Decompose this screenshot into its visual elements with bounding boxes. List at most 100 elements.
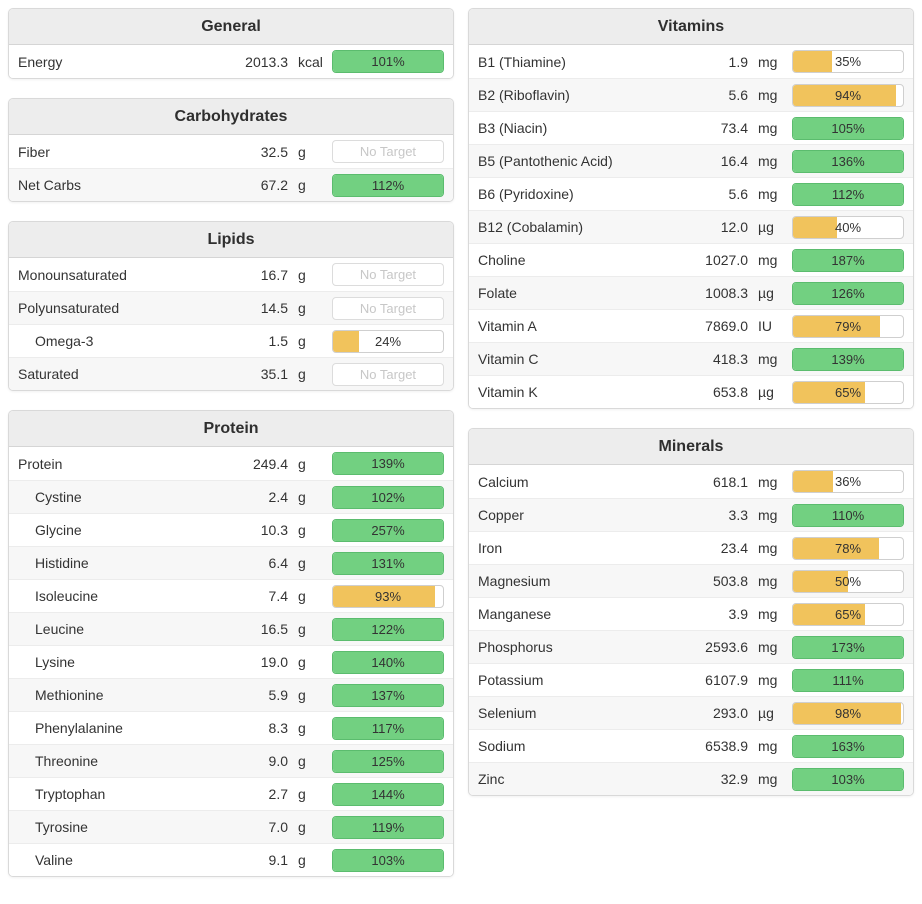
progress-bar: 139% [332,452,444,475]
nutrient-row-vitamin-k[interactable]: Vitamin K 653.8 µg 65% [469,375,913,408]
nutrient-name: Vitamin K [478,384,538,400]
panel-title-protein: Protein [9,411,453,447]
nutrient-row-choline[interactable]: Choline 1027.0 mg 187% [469,243,913,276]
nutrient-row-folate[interactable]: Folate 1008.3 µg 126% [469,276,913,309]
panel-minerals: Minerals Calcium 618.1 mg 36% Copper 3.3 mg 110%… [468,428,914,796]
nutrient-name: Choline [478,252,526,268]
nutrient-name: Vitamin C [478,351,539,367]
nutrient-row-manganese[interactable]: Manganese 3.9 mg 65% [469,597,913,630]
nutrient-row-lysine[interactable]: Lysine 19.0 g 140% [9,645,453,678]
nutrient-name: Vitamin A [478,318,537,334]
progress-bar: 79% [792,314,904,338]
nutrient-name: Energy [18,53,63,70]
nutrient-amount: 293.0 [712,705,748,721]
progress-bar: 24% [332,329,444,353]
nutrient-name: B2 (Riboflavin) [478,87,570,103]
nutrient-unit: mg [758,53,778,70]
nutrient-row-b1-thiamine[interactable]: B1 (Thiamine) 1.9 mg 35% [469,45,913,78]
nutrient-row-calcium[interactable]: Calcium 618.1 mg 36% [469,465,913,498]
nutrient-row-potassium[interactable]: Potassium 6107.9 mg 111% [469,663,913,696]
nutrient-row-zinc[interactable]: Zinc 32.9 mg 103% [469,762,913,795]
nutrient-row-fiber[interactable]: Fiber 32.5 g No Target [9,135,453,168]
progress-percent-label: 102% [371,489,405,505]
nutrient-row-copper[interactable]: Copper 3.3 mg 110% [469,498,913,531]
nutrient-row-phosphorus[interactable]: Phosphorus 2593.6 mg 173% [469,630,913,663]
progress-fill [333,816,443,838]
progress-bar: 131% [332,551,444,575]
nutrient-row-vitamin-c[interactable]: Vitamin C 418.3 mg 139% [469,342,913,375]
nutrient-row-isoleucine[interactable]: Isoleucine 7.4 g 93% [9,579,453,612]
nutrient-row-protein[interactable]: Protein 249.4 g 139% [9,447,453,480]
progress-percent-label: 140% [371,654,405,670]
progress-percent-label: 131% [371,555,405,571]
progress-bar: 117% [332,716,444,740]
nutrient-name: Polyunsaturated [18,300,120,316]
nutrient-amount: 16.5 [260,621,288,637]
nutrient-row-polyunsaturated[interactable]: Polyunsaturated 14.5 g No Target [9,291,453,324]
nutrient-row-tyrosine[interactable]: Tyrosine 7.0 g 119% [9,810,453,843]
nutrient-row-glycine[interactable]: Glycine 10.3 g 257% [9,513,453,546]
nutrient-row-sodium[interactable]: Sodium 6538.9 mg 163% [469,729,913,762]
progress-fill [333,453,443,474]
nutrient-row-magnesium[interactable]: Magnesium 503.8 mg 50% [469,564,913,597]
progress-fill [793,603,865,625]
nutrient-row-threonine[interactable]: Threonine 9.0 g 125% [9,744,453,777]
progress-bar: 40% [792,215,904,239]
nutrient-unit: mg [758,252,778,268]
nutrient-row-cystine[interactable]: Cystine 2.4 g 102% [9,480,453,513]
progress-bar: 111% [792,668,904,692]
nutrient-amount: 73.4 [720,120,748,136]
nutrient-row-phenylalanine[interactable]: Phenylalanine 8.3 g 117% [9,711,453,744]
nutrient-row-saturated[interactable]: Saturated 35.1 g No Target [9,357,453,390]
panel-title-vitamins: Vitamins [469,9,913,45]
nutrient-row-iron[interactable]: Iron 23.4 mg 78% [469,531,913,564]
progress-fill [793,282,903,304]
nutrient-unit: mg [758,606,778,622]
nutrient-row-histidine[interactable]: Histidine 6.4 g 131% [9,546,453,579]
nutrient-name: Phenylalanine [35,720,123,736]
nutrient-row-tryptophan[interactable]: Tryptophan 2.7 g 144% [9,777,453,810]
nutrient-row-b5-pantothenic-acid[interactable]: B5 (Pantothenic Acid) 16.4 mg 136% [469,144,913,177]
progress-fill [793,669,903,691]
progress-percent-label: 78% [834,540,862,556]
progress-bar: 140% [332,650,444,674]
progress-bar: 173% [792,635,904,659]
nutrient-name: Folate [478,285,517,301]
nutrient-row-vitamin-a[interactable]: Vitamin A 7869.0 IU 79% [469,309,913,342]
progress-fill [793,768,903,790]
nutrient-row-energy[interactable]: Energy 2013.3 kcal 101% [9,45,453,78]
nutrient-row-selenium[interactable]: Selenium 293.0 µg 98% [469,696,913,729]
nutrient-row-b12-cobalamin[interactable]: B12 (Cobalamin) 12.0 µg 40% [469,210,913,243]
nutrient-unit: g [298,300,306,316]
nutrient-row-methionine[interactable]: Methionine 5.9 g 137% [9,678,453,711]
nutrient-name: Phosphorus [478,639,553,655]
nutrient-row-net-carbs[interactable]: Net Carbs 67.2 g 112% [9,168,453,201]
progress-percent-label: 136% [831,153,865,169]
progress-bar: 144% [332,782,444,806]
progress-fill [333,849,443,871]
nutrient-amount: 618.1 [712,473,748,490]
nutrient-amount: 8.3 [268,720,288,736]
progress-fill [793,249,903,271]
nutrient-name: Copper [478,507,524,523]
nutrient-row-b2-riboflavin[interactable]: B2 (Riboflavin) 5.6 mg 94% [469,78,913,111]
nutrient-row-valine[interactable]: Valine 9.1 g 103% [9,843,453,876]
nutrient-row-omega-3[interactable]: Omega-3 1.5 g 24% [9,324,453,357]
progress-percent-label: 257% [371,522,405,538]
nutrient-unit: mg [758,738,778,754]
nutrient-amount: 5.9 [268,687,288,703]
nutrient-row-leucine[interactable]: Leucine 16.5 g 122% [9,612,453,645]
nutrient-row-monounsaturated[interactable]: Monounsaturated 16.7 g No Target [9,258,453,291]
progress-bar: 35% [792,50,904,73]
nutrient-row-b6-pyridoxine[interactable]: B6 (Pyridoxine) 5.6 mg 112% [469,177,913,210]
nutrient-name: Calcium [478,473,529,490]
progress-bar: 93% [332,584,444,608]
nutrient-row-b3-niacin[interactable]: B3 (Niacin) 73.4 mg 105% [469,111,913,144]
progress-percent-label: 173% [831,639,865,655]
progress-percent-label: 163% [831,738,865,754]
progress-bar: 105% [792,116,904,140]
progress-fill [333,174,443,196]
nutrient-unit: µg [758,219,774,235]
nutrient-amount: 2013.3 [245,53,288,70]
